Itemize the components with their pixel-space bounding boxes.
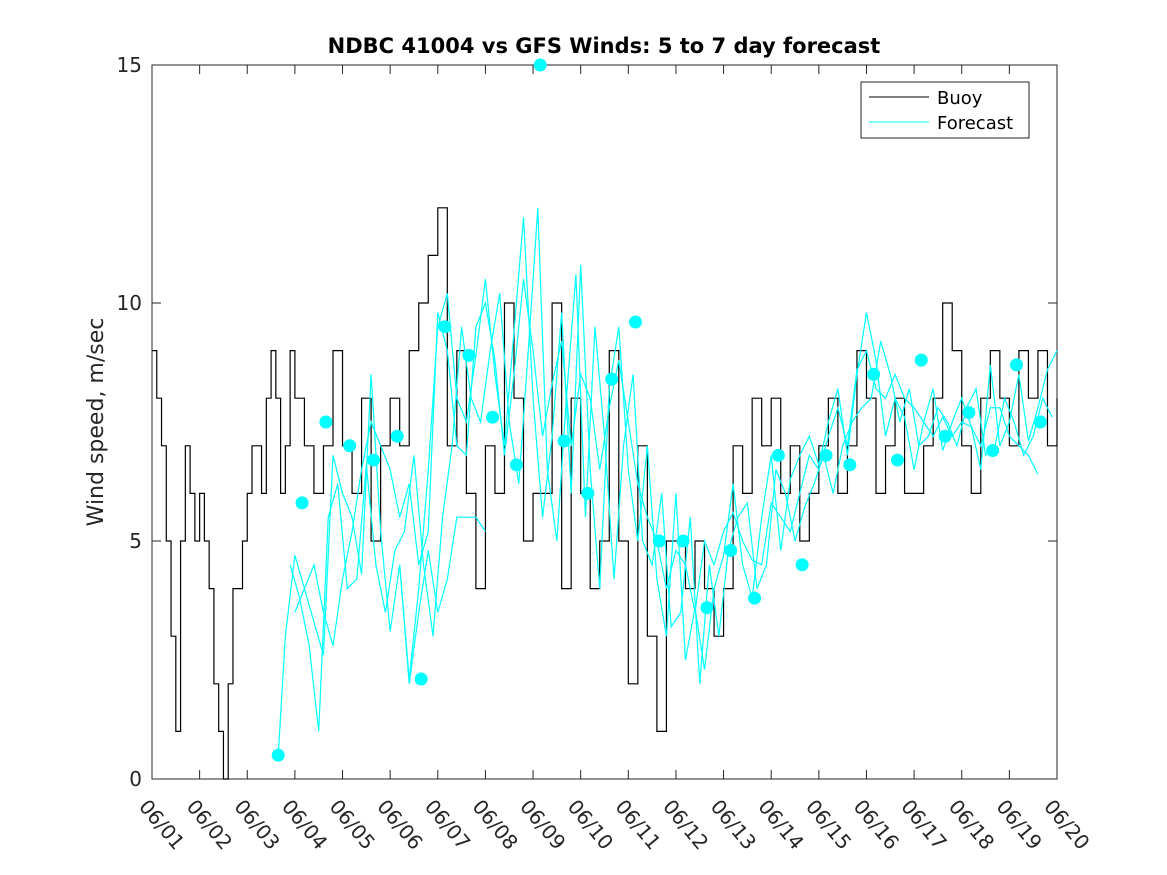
forecast-line-4 — [399, 516, 486, 684]
forecast-marker — [319, 415, 333, 429]
forecast-marker — [962, 405, 976, 419]
y-tick-label: 0 — [129, 767, 142, 791]
y-tick-label: 5 — [129, 529, 142, 553]
forecast-marker — [343, 439, 357, 453]
forecast-marker — [843, 458, 857, 472]
forecast-marker — [700, 601, 714, 615]
forecast-marker — [890, 453, 904, 467]
y-axis-label: Wind speed, m/sec — [84, 318, 109, 527]
forecast-marker — [748, 591, 762, 605]
forecast-marker — [724, 544, 738, 558]
forecast-marker — [986, 444, 1000, 458]
forecast-marker — [390, 429, 404, 443]
forecast-marker — [557, 434, 571, 448]
y-tick-label: 10 — [117, 291, 142, 315]
forecast-marker — [867, 367, 881, 381]
forecast-line-2 — [289, 207, 1053, 732]
buoy-series — [152, 207, 1058, 780]
forecast-marker — [414, 672, 428, 686]
legend-buoy-label: Buoy — [937, 88, 983, 109]
legend-forecast-label: Forecast — [937, 113, 1013, 134]
forecast-marker — [605, 372, 619, 386]
axes-box — [151, 64, 1058, 780]
forecast-marker — [438, 320, 452, 334]
forecast-marker — [676, 534, 690, 548]
forecast-marker — [652, 534, 666, 548]
forecast-marker — [795, 558, 809, 572]
forecast-line-3 — [294, 279, 1039, 646]
legend: Buoy Forecast — [860, 81, 1030, 139]
chart-title: NDBC 41004 vs GFS Winds: 5 to 7 day fore… — [328, 34, 881, 58]
forecast-marker — [819, 448, 833, 462]
forecast-marker — [509, 458, 523, 472]
forecast-marker — [366, 453, 380, 467]
forecast-marker — [914, 353, 928, 367]
forecast-marker — [295, 496, 309, 510]
forecast-marker — [771, 448, 785, 462]
forecast-marker — [271, 748, 285, 762]
y-tick-label: 15 — [117, 53, 142, 77]
buoy-line — [152, 207, 1058, 780]
forecast-marker — [533, 58, 547, 72]
forecast-marker — [1033, 415, 1047, 429]
forecast-markers — [271, 58, 1047, 762]
plot-area: 06/0106/0206/0306/0406/0506/0606/0706/08… — [117, 53, 1095, 854]
forecast-marker — [628, 315, 642, 329]
forecast-marker — [486, 410, 500, 424]
forecast-marker — [462, 348, 476, 362]
forecast-series — [277, 207, 1058, 756]
forecast-marker — [581, 486, 595, 500]
legend-box — [860, 81, 1030, 139]
forecast-marker — [1010, 358, 1024, 372]
forecast-marker — [938, 429, 952, 443]
